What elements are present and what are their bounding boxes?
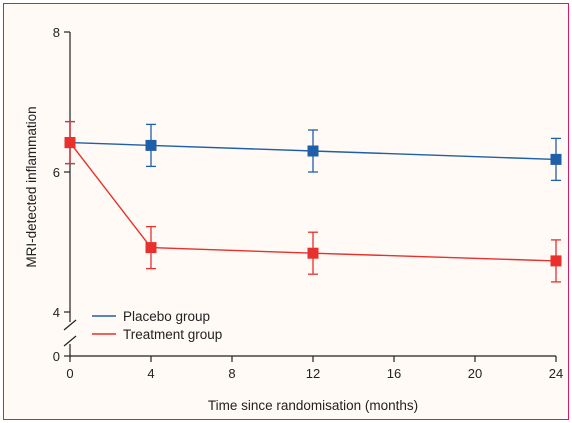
y-tick-label: 0: [53, 349, 60, 364]
data-point: [64, 137, 76, 149]
x-tick-label: 0: [66, 366, 73, 381]
axes: 0 4 6 8 0 4 8 12 16 20 24: [53, 25, 563, 381]
data-point: [307, 145, 319, 157]
axis-break-mark-lower: [63, 335, 77, 347]
x-tick-label: 16: [387, 366, 401, 381]
data-point: [145, 139, 157, 151]
legend-label: Treatment group: [123, 327, 222, 342]
legend: Placebo group Treatment group: [92, 309, 222, 342]
data-point: [550, 153, 562, 165]
series-line: [69, 141, 557, 161]
y-tick-label: 8: [53, 25, 60, 40]
x-tick-label: 20: [468, 366, 482, 381]
x-axis-title: Time since randomisation (months): [208, 398, 418, 413]
x-tick-label: 8: [228, 366, 235, 381]
y-axis-title: MRI-detected inflammation: [24, 106, 39, 267]
chart-frame: [3, 3, 569, 420]
data-point: [307, 247, 319, 259]
series-line: [69, 142, 557, 262]
axis-break-mark-upper: [63, 319, 77, 331]
series-layer: [64, 120, 562, 283]
data-point: [145, 242, 157, 254]
x-tick-label: 4: [147, 366, 154, 381]
data-point: [550, 255, 562, 267]
x-tick-label: 24: [549, 366, 563, 381]
series-placebo: [64, 120, 562, 182]
y-tick-label: 6: [53, 165, 60, 180]
legend-label: Placebo group: [123, 309, 210, 324]
x-tick-label: 12: [306, 366, 320, 381]
series-treatment: [64, 120, 562, 283]
y-tick-label: 4: [53, 305, 60, 320]
